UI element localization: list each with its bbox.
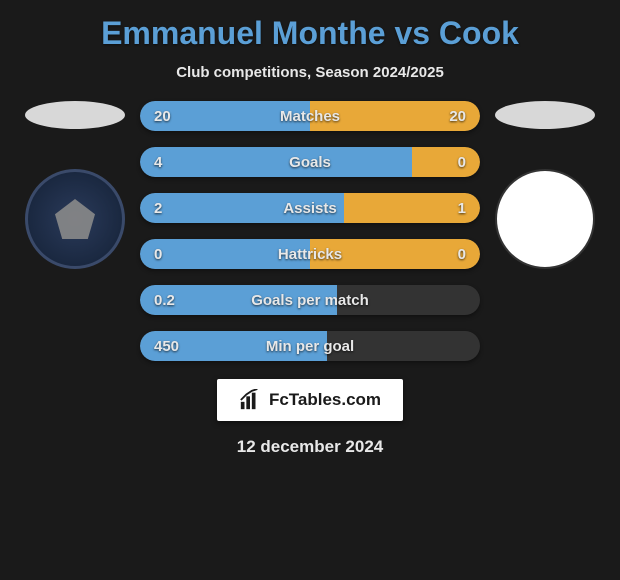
chart-icon (239, 389, 261, 411)
brand-badge[interactable]: FcTables.com (217, 379, 403, 421)
brand-text: FcTables.com (269, 390, 381, 410)
stat-row: 0 Hattricks 0 (140, 239, 480, 269)
club-badge-left (25, 169, 125, 269)
stat-value-left: 20 (154, 108, 171, 125)
club-badge-right (495, 169, 595, 269)
stat-value-left: 450 (154, 338, 179, 355)
stat-row: 450 Min per goal (140, 331, 480, 361)
stat-value-right: 0 (458, 154, 466, 171)
stat-label: Goals (289, 154, 331, 171)
stat-value-right: 20 (449, 108, 466, 125)
stat-value-right: 1 (458, 200, 466, 217)
stat-row: 2 Assists 1 (140, 193, 480, 223)
page-title: Emmanuel Monthe vs Cook (101, 15, 519, 52)
stat-bar-right (412, 147, 480, 177)
stat-row: 20 Matches 20 (140, 101, 480, 131)
stat-label: Goals per match (251, 292, 369, 309)
player-avatar-left (25, 101, 125, 129)
player-avatar-right (495, 101, 595, 129)
stat-value-left: 0 (154, 246, 162, 263)
stat-bar-left (140, 147, 412, 177)
content-area: 20 Matches 20 4 Goals 0 2 Assists 1 0 Hattricks 0 0.… (0, 101, 620, 361)
subtitle: Club competitions, Season 2024/2025 (176, 64, 444, 81)
left-side (20, 101, 130, 269)
stat-value-left: 0.2 (154, 292, 175, 309)
stats-column: 20 Matches 20 4 Goals 0 2 Assists 1 0 Hattricks 0 0.… (130, 101, 490, 361)
stat-label: Matches (280, 108, 340, 125)
stat-row: 4 Goals 0 (140, 147, 480, 177)
stat-value-right: 0 (458, 246, 466, 263)
stat-value-left: 4 (154, 154, 162, 171)
stat-value-left: 2 (154, 200, 162, 217)
date-text: 12 december 2024 (237, 437, 384, 457)
stat-label: Min per goal (266, 338, 354, 355)
stat-row: 0.2 Goals per match (140, 285, 480, 315)
stat-label: Assists (283, 200, 336, 217)
stat-label: Hattricks (278, 246, 342, 263)
right-side (490, 101, 600, 269)
